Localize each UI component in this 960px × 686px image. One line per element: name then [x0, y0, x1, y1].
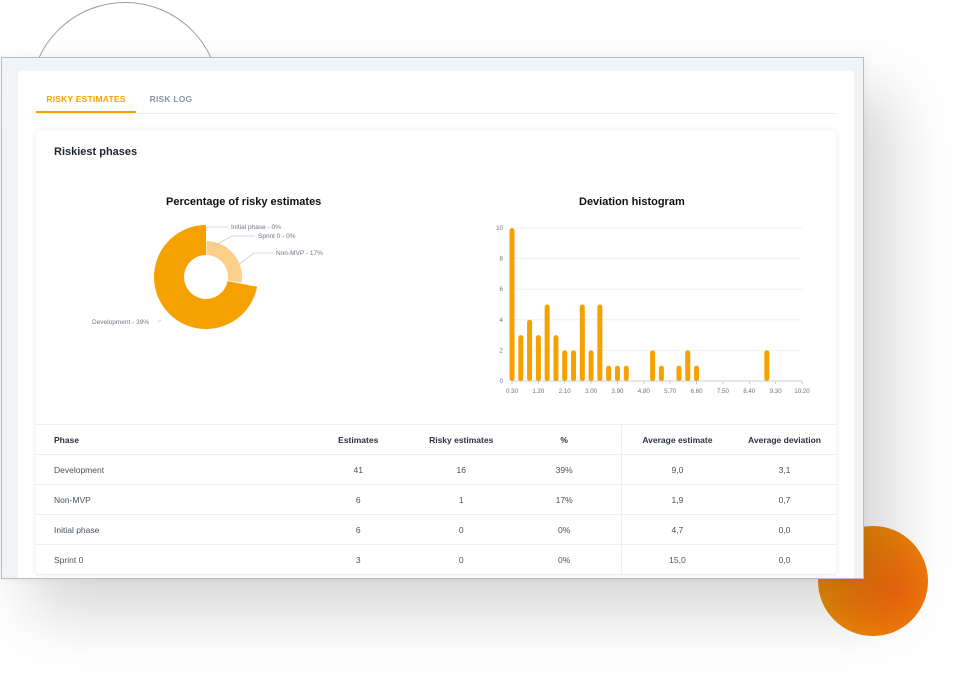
histogram-y-tick: 8	[500, 256, 504, 263]
cell-average-estimate: 9,0	[620, 454, 733, 485]
cell-percent: 0%	[507, 514, 622, 545]
histogram-bar	[685, 350, 691, 381]
histogram-bar	[527, 319, 533, 381]
cell-phase: Sprint 0	[36, 544, 302, 575]
col-header-average-estimate: Average estimate	[620, 424, 733, 455]
histogram-x-tick: 9.30	[770, 388, 783, 395]
histogram-bar	[571, 350, 577, 381]
histogram-bar	[650, 350, 656, 381]
col-header-average-deviation: Average deviation	[733, 424, 836, 455]
histogram-bar	[518, 335, 524, 381]
histogram-y-tick: 4	[500, 317, 504, 324]
col-header-risky-estimates: Risky estimates	[414, 424, 508, 455]
histogram-bar	[658, 365, 664, 381]
donut-leader-line	[157, 319, 162, 323]
histogram-bar	[597, 304, 603, 381]
histogram-x-tick: 5.70	[664, 388, 677, 395]
cell-risky-estimates: 16	[414, 454, 508, 485]
histogram-x-tick: 10.20	[794, 388, 810, 395]
table-header-row: Phase Estimates Risky estimates % Averag…	[36, 424, 836, 455]
tab-risky-estimates[interactable]: RISKY ESTIMATES	[36, 91, 136, 113]
table-row: Non-MVP 6 1 17% 1,9 0,7	[36, 484, 836, 515]
donut-leader-line	[237, 252, 273, 266]
cell-percent: 17%	[507, 484, 622, 515]
histogram-bar	[606, 365, 612, 381]
cell-estimates: 41	[301, 454, 415, 485]
histogram-bar	[614, 365, 620, 381]
donut-chart-title: Percentage of risky estimates	[166, 196, 322, 208]
histogram-bar	[509, 228, 515, 381]
riskiest-phases-card: Riskiest phases Percentage of risky esti…	[36, 130, 836, 575]
cell-phase: Initial phase	[36, 514, 302, 545]
histogram-x-tick: 1.20	[532, 388, 545, 395]
histogram-x-tick: 2.10	[559, 388, 572, 395]
donut-label-initial-phase: Initial phase - 0%	[231, 224, 281, 231]
card-title: Riskiest phases	[54, 146, 138, 158]
cell-percent: 39%	[507, 454, 622, 485]
cell-risky-estimates: 0	[414, 514, 508, 545]
histogram-bar	[764, 350, 770, 381]
app-window: RISKY ESTIMATES RISK LOG Riskiest phases…	[1, 57, 864, 579]
deviation-histogram: 0 2 4 6 8 10 0.30 1.20 2.10 3.00 3.90 4.80 5.70 6.60 7…	[496, 225, 810, 395]
col-header-phase: Phase	[36, 424, 302, 455]
donut-label-sprint-0: Sprint 0 - 0%	[258, 233, 296, 240]
histogram-x-tick: 0.30	[506, 388, 519, 395]
histogram-bar	[623, 365, 629, 381]
histogram-x-tick: 8.40	[743, 388, 756, 395]
donut-leader-line	[211, 235, 255, 248]
histogram-bar	[535, 335, 541, 381]
cell-average-deviation: 0,0	[733, 544, 836, 575]
cell-average-estimate: 4,7	[620, 514, 733, 545]
col-header-estimates: Estimates	[301, 424, 415, 455]
histogram-x-tick: 3.00	[585, 388, 598, 395]
tab-risk-log[interactable]: RISK LOG	[149, 94, 193, 104]
cell-phase: Development	[36, 454, 302, 485]
cell-risky-estimates: 1	[414, 484, 508, 515]
cell-average-deviation: 3,1	[733, 454, 836, 485]
cell-phase: Non-MVP	[36, 484, 302, 515]
histogram-bar	[676, 365, 682, 381]
histogram-bar	[579, 304, 585, 381]
histogram-y-tick: 0	[500, 378, 504, 385]
table-row: Initial phase 6 0 0% 4,7 0,0	[36, 514, 836, 545]
donut-slice-development	[154, 225, 258, 329]
cell-estimates: 6	[301, 484, 415, 515]
cell-average-estimate: 15,0	[620, 544, 733, 575]
cell-estimates: 6	[301, 514, 415, 545]
histogram-x-tick: 6.60	[691, 388, 704, 395]
histogram-bar	[588, 350, 594, 381]
histogram-y-tick: 2	[500, 347, 504, 354]
col-header-percent: %	[507, 424, 622, 455]
cell-percent: 0%	[507, 544, 622, 575]
cell-average-deviation: 0,0	[733, 514, 836, 545]
table-row: Sprint 0 3 0 0% 15,0 0,0	[36, 544, 836, 575]
cell-average-deviation: 0,7	[733, 484, 836, 515]
donut-slice-non-mvp	[206, 241, 242, 283]
donut-chart: Initial phase - 0% Sprint 0 - 0% Non-MVP -…	[92, 224, 323, 329]
tab-bar: RISKY ESTIMATES RISK LOG	[36, 91, 836, 114]
histogram-bar	[553, 335, 559, 381]
cell-average-estimate: 1,9	[620, 484, 733, 515]
histogram-title: Deviation histogram	[579, 196, 685, 208]
histogram-bar	[544, 304, 550, 381]
histogram-y-tick: 6	[500, 286, 504, 293]
histogram-x-tick: 7.50	[717, 388, 730, 395]
cell-risky-estimates: 0	[414, 544, 508, 575]
donut-label-non-mvp: Non-MVP - 17%	[276, 250, 323, 257]
histogram-bar	[694, 365, 700, 381]
histogram-x-tick: 4.80	[638, 388, 651, 395]
phases-table: Phase Estimates Risky estimates % Averag…	[36, 424, 836, 575]
histogram-x-tick: 3.90	[611, 388, 624, 395]
donut-leader-line	[206, 226, 228, 231]
content-panel: RISKY ESTIMATES RISK LOG Riskiest phases…	[18, 71, 854, 578]
cell-estimates: 3	[301, 544, 415, 575]
donut-label-development: Development - 39%	[92, 319, 149, 326]
table-row: Development 41 16 39% 9,0 3,1	[36, 454, 836, 485]
histogram-bar	[562, 350, 568, 381]
histogram-y-tick: 10	[496, 225, 503, 232]
